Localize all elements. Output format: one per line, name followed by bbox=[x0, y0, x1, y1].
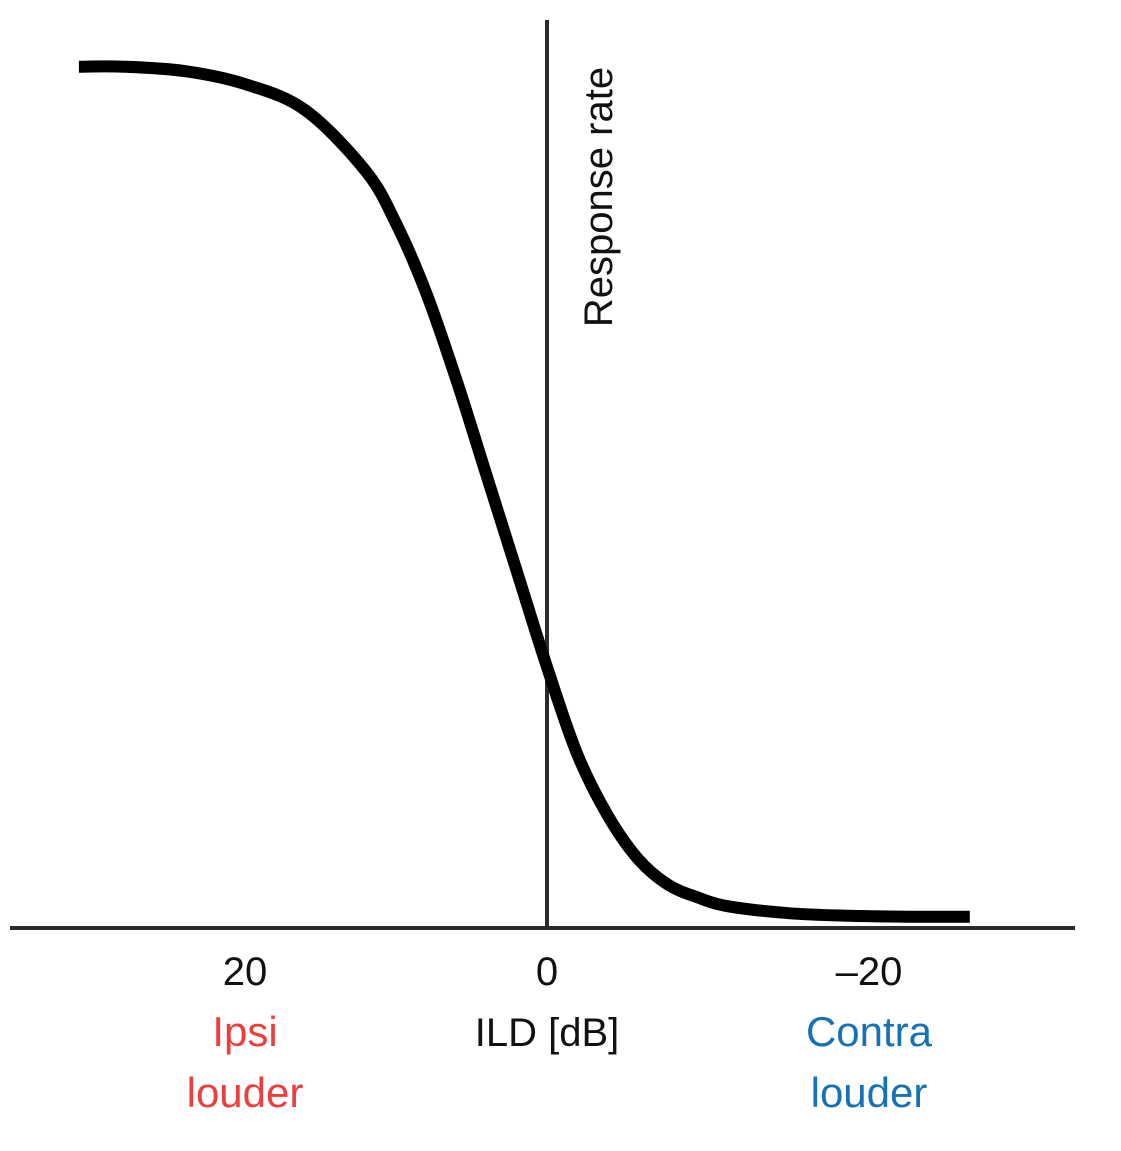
contra-louder-label-line2: louder bbox=[811, 1069, 928, 1116]
x-axis-label: ILD [dB] bbox=[475, 1011, 620, 1055]
y-axis-label: Response rate bbox=[577, 67, 621, 327]
x-tick-label: 0 bbox=[536, 950, 558, 994]
ipsi-louder-label-line2: louder bbox=[187, 1069, 304, 1116]
x-tick-label: –20 bbox=[836, 950, 903, 994]
response-curve bbox=[78, 60, 970, 923]
contra-louder-label-line1: Contra bbox=[806, 1008, 933, 1055]
ipsi-louder-label-line1: Ipsi bbox=[212, 1008, 277, 1055]
x-tick-label: 20 bbox=[223, 950, 268, 994]
